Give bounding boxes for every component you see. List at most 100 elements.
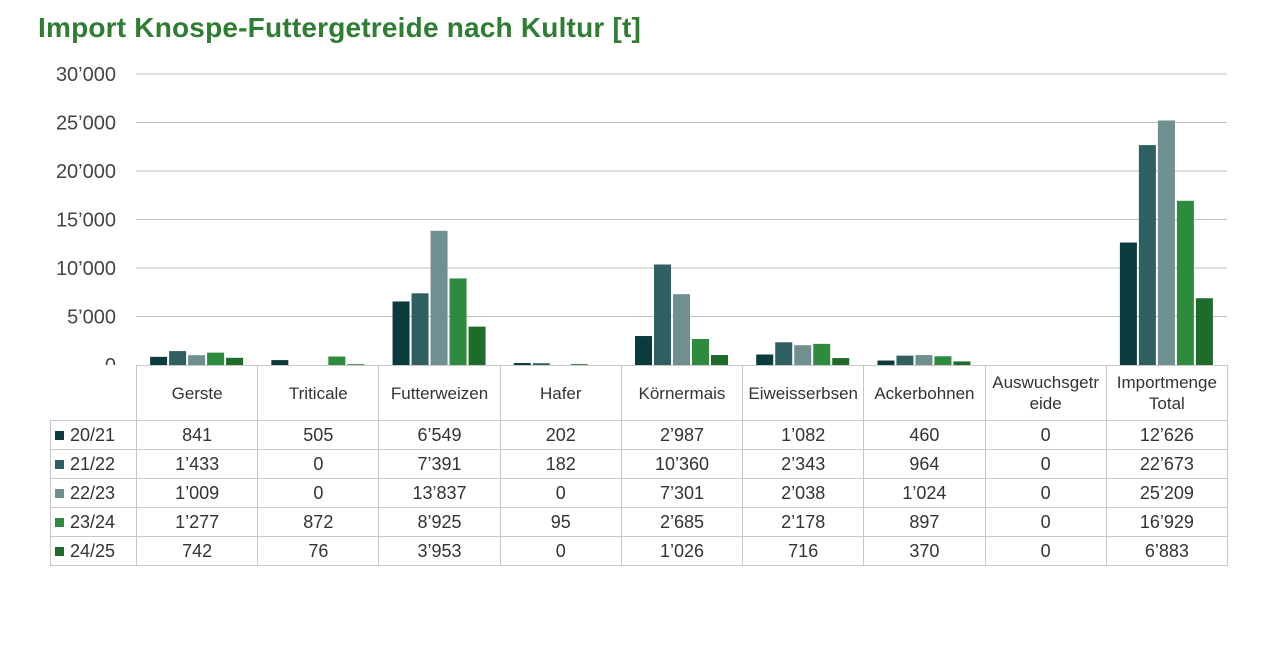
bar-22-23-5 [794, 345, 812, 365]
data-label: 0 [984, 449, 1107, 479]
table-row: 21/22 1’433 0 7’391 182 10’360 2’343 964 0 22’673 [50, 449, 1228, 479]
bar-22-23-8 [1157, 120, 1175, 365]
data-label: 0 [984, 420, 1107, 450]
data-label: 76 [257, 536, 380, 566]
data-label: 182 [499, 449, 622, 479]
data-label: 6’883 [1105, 536, 1228, 566]
data-label: 1’024 [863, 478, 986, 508]
bar-20-21-0 [150, 356, 168, 365]
bar-21-22-6 [896, 355, 914, 365]
data-label: 7’391 [378, 449, 501, 479]
bar-21-22-3 [532, 363, 550, 365]
data-label: 370 [863, 536, 986, 566]
series-label-cell: 21/22 [50, 449, 137, 479]
series-label-cell: 22/23 [50, 478, 137, 508]
data-label: 964 [863, 449, 986, 479]
legend-swatch [55, 518, 64, 528]
legend-swatch [55, 547, 64, 557]
data-label: 25’209 [1105, 478, 1228, 508]
legend-swatch [55, 460, 64, 470]
category-label: Auswuchsgetr eide [984, 365, 1107, 421]
category-label: Ackerbohnen [863, 365, 986, 421]
category-label: Futterweizen [378, 365, 501, 421]
data-label: 2’038 [742, 478, 865, 508]
data-label: 0 [499, 478, 622, 508]
data-label: 716 [742, 536, 865, 566]
category-label: Hafer [499, 365, 622, 421]
data-label: 841 [135, 420, 259, 450]
y-tick-label: 15’000 [56, 210, 116, 232]
legend-label: 22/23 [70, 482, 116, 503]
data-label: 7’301 [620, 478, 744, 508]
data-label: 2’685 [620, 507, 744, 537]
data-label: 8’925 [378, 507, 501, 537]
data-label: 742 [135, 536, 259, 566]
bar-21-22-5 [775, 342, 793, 365]
bar-21-22-4 [654, 264, 671, 365]
bar-22-23-4 [673, 294, 690, 365]
legend-label: 24/25 [70, 540, 116, 561]
y-tick-label: 10’000 [56, 258, 116, 280]
bar-20-21-2 [392, 301, 410, 365]
bar-24-25-5 [832, 358, 850, 365]
bar-22-23-6 [915, 355, 933, 365]
bar-24-25-4 [711, 355, 728, 365]
y-tick-label: 30’000 [56, 64, 116, 86]
legend-label: 23/24 [70, 511, 116, 532]
data-label: 95 [499, 507, 622, 537]
table-row: 22/23 1’009 0 13’837 0 7’301 2’038 1’024 0 25’209 [50, 478, 1228, 508]
table-row: 20/21 841 505 6’549 202 2’987 1’082 460 0 12’626 [50, 420, 1228, 450]
series-label-cell: 23/24 [50, 507, 137, 537]
data-label: 0 [984, 478, 1107, 508]
data-label: 460 [863, 420, 986, 450]
data-label: 13’837 [378, 478, 501, 508]
series-label-cell: 20/21 [50, 420, 137, 450]
data-label: 872 [257, 507, 380, 537]
data-label: 22’673 [1105, 449, 1228, 479]
bar-24-25-8 [1195, 298, 1213, 365]
table-row: 24/25 742 76 3’953 0 1’026 716 370 0 6’883 [50, 536, 1228, 566]
bar-23-24-5 [813, 343, 831, 365]
table-row: 23/24 1’277 872 8’925 95 2’685 2’178 897 0 16’929 [50, 507, 1228, 537]
bar-23-24-4 [692, 338, 709, 365]
category-label: Triticale [257, 365, 380, 421]
legend-label: 21/22 [70, 453, 116, 474]
chart-title: Import Knospe-Futtergetreide nach Kultur… [38, 12, 642, 43]
bar-21-22-2 [411, 293, 429, 365]
data-label: 2’343 [742, 449, 865, 479]
category-label: Importmenge Total [1105, 365, 1228, 421]
data-label: 897 [863, 507, 986, 537]
data-label: 6’549 [378, 420, 501, 450]
bar-20-21-4 [635, 336, 652, 365]
category-label: Eiweisserbsen [742, 365, 865, 421]
data-table: Gerste Triticale Futterweizen Hafer Körnerma… [50, 365, 1228, 566]
bar-20-21-5 [756, 354, 774, 365]
bar-23-24-2 [449, 278, 467, 365]
y-tick-label: 20’000 [56, 161, 116, 183]
data-label: 202 [499, 420, 622, 450]
bar-20-21-1 [271, 360, 289, 365]
data-label: 2’178 [742, 507, 865, 537]
y-tick-label: 25’000 [56, 113, 116, 135]
data-label: 12’626 [1105, 420, 1228, 450]
bar-20-21-6 [877, 360, 895, 365]
data-label: 1’009 [135, 478, 259, 508]
data-label: 0 [984, 507, 1107, 537]
bar-20-21-8 [1119, 242, 1137, 365]
data-label: 1’026 [620, 536, 744, 566]
bar-23-24-8 [1176, 200, 1194, 365]
data-label: 16’929 [1105, 507, 1228, 537]
bar-23-24-6 [934, 356, 952, 365]
bar-20-21-3 [513, 363, 531, 365]
data-label: 0 [257, 478, 380, 508]
bar-24-25-2 [468, 326, 486, 365]
data-label: 3’953 [378, 536, 501, 566]
legend-label: 20/21 [70, 424, 116, 445]
data-label: 2’987 [620, 420, 744, 450]
data-label: 1’082 [742, 420, 865, 450]
bar-23-24-3 [570, 364, 588, 365]
table-corner [50, 365, 137, 421]
bar-21-22-8 [1138, 145, 1156, 365]
data-label: 0 [984, 536, 1107, 566]
bar-23-24-1 [328, 356, 346, 365]
